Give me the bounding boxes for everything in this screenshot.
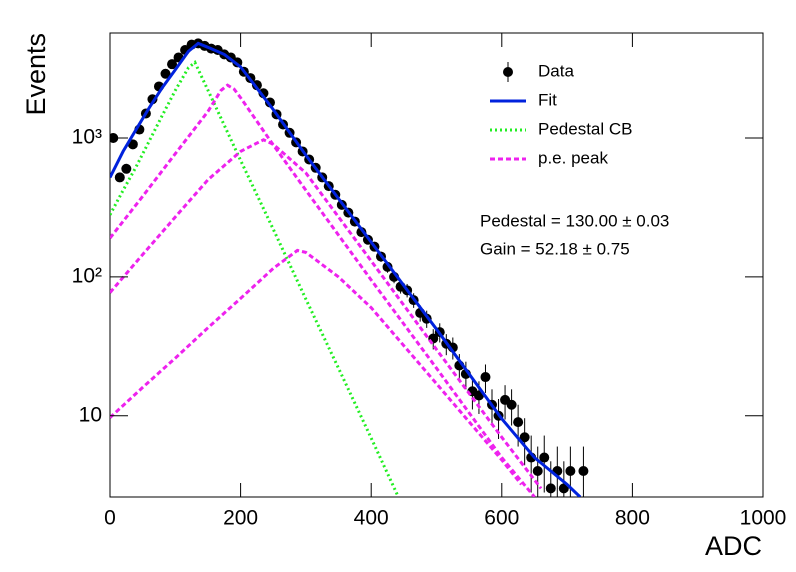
data-point <box>578 466 589 477</box>
x-axis-title: ADC <box>705 531 762 561</box>
plot-area <box>110 38 589 497</box>
data-point <box>480 372 491 383</box>
legend-marker <box>503 67 513 77</box>
x-tick-label: 200 <box>223 507 258 530</box>
legend-label: Fit <box>538 90 557 109</box>
data-point <box>114 172 125 183</box>
data-point <box>519 432 530 443</box>
y-axis-title: Events <box>21 33 51 116</box>
x-tick-label: 600 <box>484 507 519 530</box>
legend-label: p.e. peak <box>538 148 608 167</box>
x-tick-label: 400 <box>354 507 389 530</box>
x-tick-label: 0 <box>104 507 116 530</box>
data-point <box>558 483 569 494</box>
data-point <box>539 452 550 463</box>
data-point <box>565 466 576 477</box>
data-point <box>160 68 171 79</box>
data-point <box>545 483 556 494</box>
data-point <box>532 466 543 477</box>
data-point <box>506 399 517 410</box>
data-point <box>513 417 524 428</box>
y-tick-label: 10³ <box>72 126 102 149</box>
curve <box>110 60 399 496</box>
curve <box>110 41 582 497</box>
data-point <box>167 59 178 70</box>
y-tick-label: 10² <box>72 264 102 287</box>
annotation: Pedestal = 130.00 ± 0.03 <box>480 211 669 230</box>
curve <box>110 248 523 486</box>
annotation: Gain = 52.18 ± 0.75 <box>480 239 630 258</box>
curve <box>110 83 536 497</box>
legend-label: Data <box>538 61 574 80</box>
curve <box>110 138 543 490</box>
legend-label: Pedestal CB <box>538 119 633 138</box>
plot-frame <box>109 32 764 498</box>
x-tick-label: 800 <box>615 507 650 530</box>
data-point <box>121 163 132 174</box>
x-tick-label: 1000 <box>740 507 787 530</box>
y-tick-label: 10 <box>79 403 102 426</box>
